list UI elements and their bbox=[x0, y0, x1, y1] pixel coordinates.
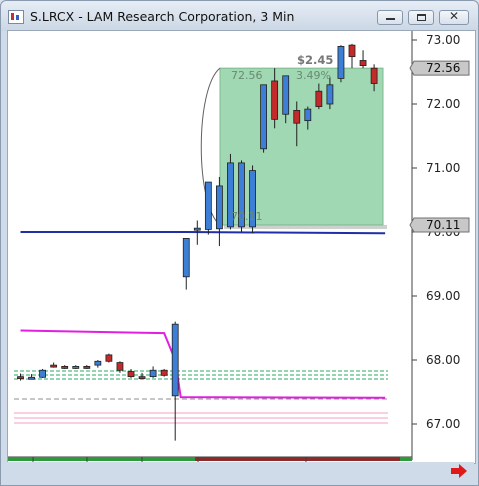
candle-body bbox=[359, 60, 367, 66]
candle[interactable] bbox=[17, 373, 24, 381]
window-title: S.LRCX - LAM Research Corporation, 3 Min bbox=[30, 9, 295, 24]
candle-body bbox=[271, 80, 279, 120]
minimize-icon bbox=[386, 18, 395, 20]
candle-body bbox=[105, 354, 113, 362]
candle-body bbox=[204, 181, 212, 230]
candle[interactable] bbox=[105, 353, 113, 363]
scroll-right-arrow-icon[interactable] bbox=[451, 464, 467, 478]
candle[interactable] bbox=[94, 360, 102, 368]
candle-body bbox=[260, 84, 268, 150]
candle-body bbox=[94, 360, 102, 366]
candle-body bbox=[249, 170, 256, 228]
measure-price-change: $2.45 bbox=[297, 53, 333, 67]
candle-body bbox=[72, 365, 80, 369]
marker-price-label-bg bbox=[409, 217, 470, 233]
candle[interactable] bbox=[260, 84, 268, 153]
price-axis-label: 72.00 bbox=[426, 97, 460, 111]
candle-body bbox=[61, 365, 69, 369]
candle[interactable] bbox=[304, 106, 312, 130]
candle[interactable] bbox=[182, 237, 190, 290]
price-axis-label: 71.00 bbox=[426, 161, 460, 175]
candle-body bbox=[304, 108, 312, 122]
candle[interactable] bbox=[326, 77, 334, 110]
measure-bottom-price: 70.11 bbox=[231, 210, 263, 223]
candle[interactable] bbox=[160, 368, 168, 377]
close-icon: ✕ bbox=[448, 9, 460, 23]
marker-price-label: 70.11 bbox=[426, 218, 460, 232]
candle[interactable] bbox=[238, 160, 245, 232]
candle-body bbox=[171, 323, 179, 397]
candle-body bbox=[315, 90, 323, 107]
candle[interactable] bbox=[193, 220, 201, 245]
measure-top-price: 72.56 bbox=[231, 69, 263, 82]
candle-body bbox=[127, 371, 135, 378]
candle[interactable] bbox=[282, 75, 290, 124]
candle-body bbox=[149, 369, 157, 378]
candle[interactable] bbox=[50, 362, 58, 368]
candle[interactable] bbox=[249, 165, 256, 234]
candle[interactable] bbox=[116, 361, 124, 373]
candle[interactable] bbox=[28, 374, 35, 380]
candle[interactable] bbox=[271, 68, 279, 129]
price-axis[interactable] bbox=[412, 31, 473, 460]
candle-body bbox=[193, 227, 201, 231]
candle[interactable] bbox=[204, 181, 212, 235]
candle-body bbox=[17, 376, 24, 380]
title-bar[interactable]: S.LRCX - LAM Research Corporation, 3 Min… bbox=[1, 1, 478, 31]
current-price-label: 72.56 bbox=[426, 61, 460, 75]
minimize-button[interactable] bbox=[377, 10, 403, 25]
candle-body bbox=[337, 46, 345, 79]
price-axis-label: 73.00 bbox=[426, 33, 460, 47]
measure-bracket bbox=[200, 67, 221, 226]
candle-body bbox=[348, 44, 356, 58]
close-button[interactable]: ✕ bbox=[439, 9, 469, 25]
candle[interactable] bbox=[138, 372, 146, 380]
candle-body bbox=[138, 376, 146, 380]
price-measure-box[interactable] bbox=[219, 67, 384, 226]
maximize-button[interactable] bbox=[408, 10, 434, 25]
price-measure-box-shadow bbox=[224, 224, 387, 229]
session-bar-regular bbox=[195, 457, 400, 461]
candle[interactable] bbox=[215, 176, 223, 247]
band-line bbox=[20, 329, 386, 399]
candle[interactable] bbox=[315, 83, 323, 110]
candle-body bbox=[293, 110, 301, 124]
candle-body bbox=[182, 237, 190, 278]
maximize-icon bbox=[417, 14, 426, 21]
candle-body bbox=[160, 369, 168, 376]
candle-body bbox=[39, 369, 46, 378]
candle[interactable] bbox=[348, 43, 356, 69]
current-price-label-bg bbox=[409, 60, 470, 76]
chart-app-icon bbox=[8, 10, 24, 24]
candle-body bbox=[83, 365, 91, 369]
vwap-line bbox=[20, 231, 386, 235]
bottom-strip bbox=[7, 462, 474, 484]
candle-body bbox=[370, 67, 378, 84]
price-axis-label: 69.00 bbox=[426, 289, 460, 303]
measure-pct-change: 3.49% bbox=[296, 69, 331, 82]
candle-body bbox=[282, 75, 290, 115]
candle-body bbox=[28, 376, 35, 380]
candle-body bbox=[238, 162, 245, 228]
candle[interactable] bbox=[127, 368, 135, 378]
candle[interactable] bbox=[171, 321, 179, 441]
candle[interactable] bbox=[293, 101, 301, 147]
candle-body bbox=[326, 84, 334, 105]
candle-body bbox=[50, 364, 58, 368]
candle[interactable] bbox=[61, 365, 69, 369]
candle[interactable] bbox=[72, 365, 80, 369]
candle[interactable] bbox=[370, 64, 378, 92]
candle-body bbox=[215, 185, 223, 230]
candle[interactable] bbox=[227, 153, 234, 230]
price-axis-label: 67.00 bbox=[426, 417, 460, 431]
candle-body bbox=[227, 162, 234, 228]
candle[interactable] bbox=[39, 368, 46, 378]
candle[interactable] bbox=[83, 365, 91, 369]
candle-body bbox=[116, 362, 124, 371]
price-axis-label: 68.00 bbox=[426, 353, 460, 367]
candle[interactable] bbox=[149, 366, 157, 378]
candle[interactable] bbox=[359, 50, 367, 69]
candle[interactable] bbox=[337, 45, 345, 83]
